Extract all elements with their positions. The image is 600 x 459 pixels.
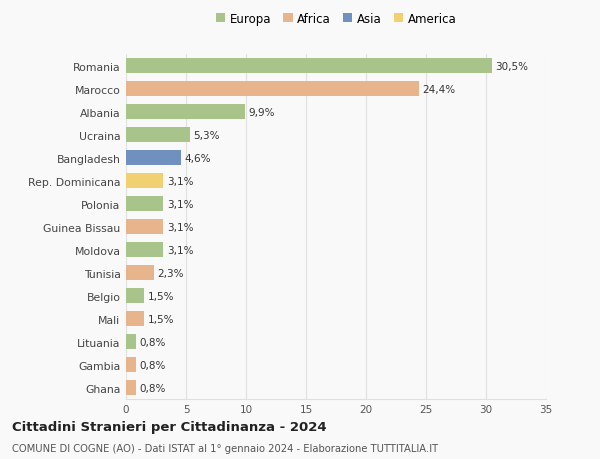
Text: 9,9%: 9,9% bbox=[248, 107, 275, 118]
Text: 0,8%: 0,8% bbox=[139, 360, 166, 370]
Bar bbox=[126, 174, 163, 189]
Bar bbox=[126, 82, 419, 97]
Text: 3,1%: 3,1% bbox=[167, 222, 193, 232]
Bar bbox=[126, 266, 154, 280]
Text: Cittadini Stranieri per Cittadinanza - 2024: Cittadini Stranieri per Cittadinanza - 2… bbox=[12, 420, 326, 433]
Legend: Europa, Africa, Asia, America: Europa, Africa, Asia, America bbox=[215, 13, 457, 26]
Bar bbox=[126, 312, 144, 326]
Bar bbox=[126, 220, 163, 235]
Text: 1,5%: 1,5% bbox=[148, 291, 174, 301]
Text: 3,1%: 3,1% bbox=[167, 245, 193, 255]
Bar bbox=[126, 151, 181, 166]
Bar bbox=[126, 381, 136, 395]
Text: 24,4%: 24,4% bbox=[422, 84, 455, 95]
Bar bbox=[126, 335, 136, 349]
Text: 0,8%: 0,8% bbox=[139, 383, 166, 393]
Text: 1,5%: 1,5% bbox=[148, 314, 174, 324]
Text: 4,6%: 4,6% bbox=[185, 153, 211, 163]
Text: 3,1%: 3,1% bbox=[167, 199, 193, 209]
Bar bbox=[126, 59, 492, 74]
Bar bbox=[126, 358, 136, 372]
Bar bbox=[126, 105, 245, 120]
Text: 5,3%: 5,3% bbox=[193, 130, 220, 140]
Bar bbox=[126, 243, 163, 257]
Text: COMUNE DI COGNE (AO) - Dati ISTAT al 1° gennaio 2024 - Elaborazione TUTTITALIA.I: COMUNE DI COGNE (AO) - Dati ISTAT al 1° … bbox=[12, 443, 438, 453]
Text: 0,8%: 0,8% bbox=[139, 337, 166, 347]
Text: 3,1%: 3,1% bbox=[167, 176, 193, 186]
Bar bbox=[126, 289, 144, 303]
Bar bbox=[126, 128, 190, 143]
Bar bbox=[126, 197, 163, 212]
Text: 2,3%: 2,3% bbox=[157, 268, 184, 278]
Text: 30,5%: 30,5% bbox=[496, 62, 529, 72]
